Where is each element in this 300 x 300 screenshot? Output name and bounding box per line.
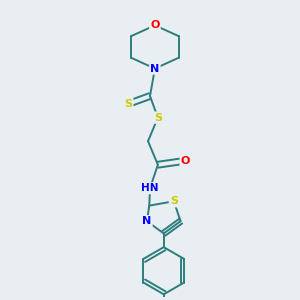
- Text: N: N: [150, 64, 160, 74]
- Text: S: S: [154, 112, 162, 123]
- Text: S: S: [170, 196, 178, 206]
- Text: O: O: [181, 156, 190, 166]
- Text: N: N: [142, 216, 152, 226]
- Text: S: S: [124, 99, 132, 109]
- Text: O: O: [150, 20, 160, 30]
- Text: HN: HN: [141, 183, 159, 193]
